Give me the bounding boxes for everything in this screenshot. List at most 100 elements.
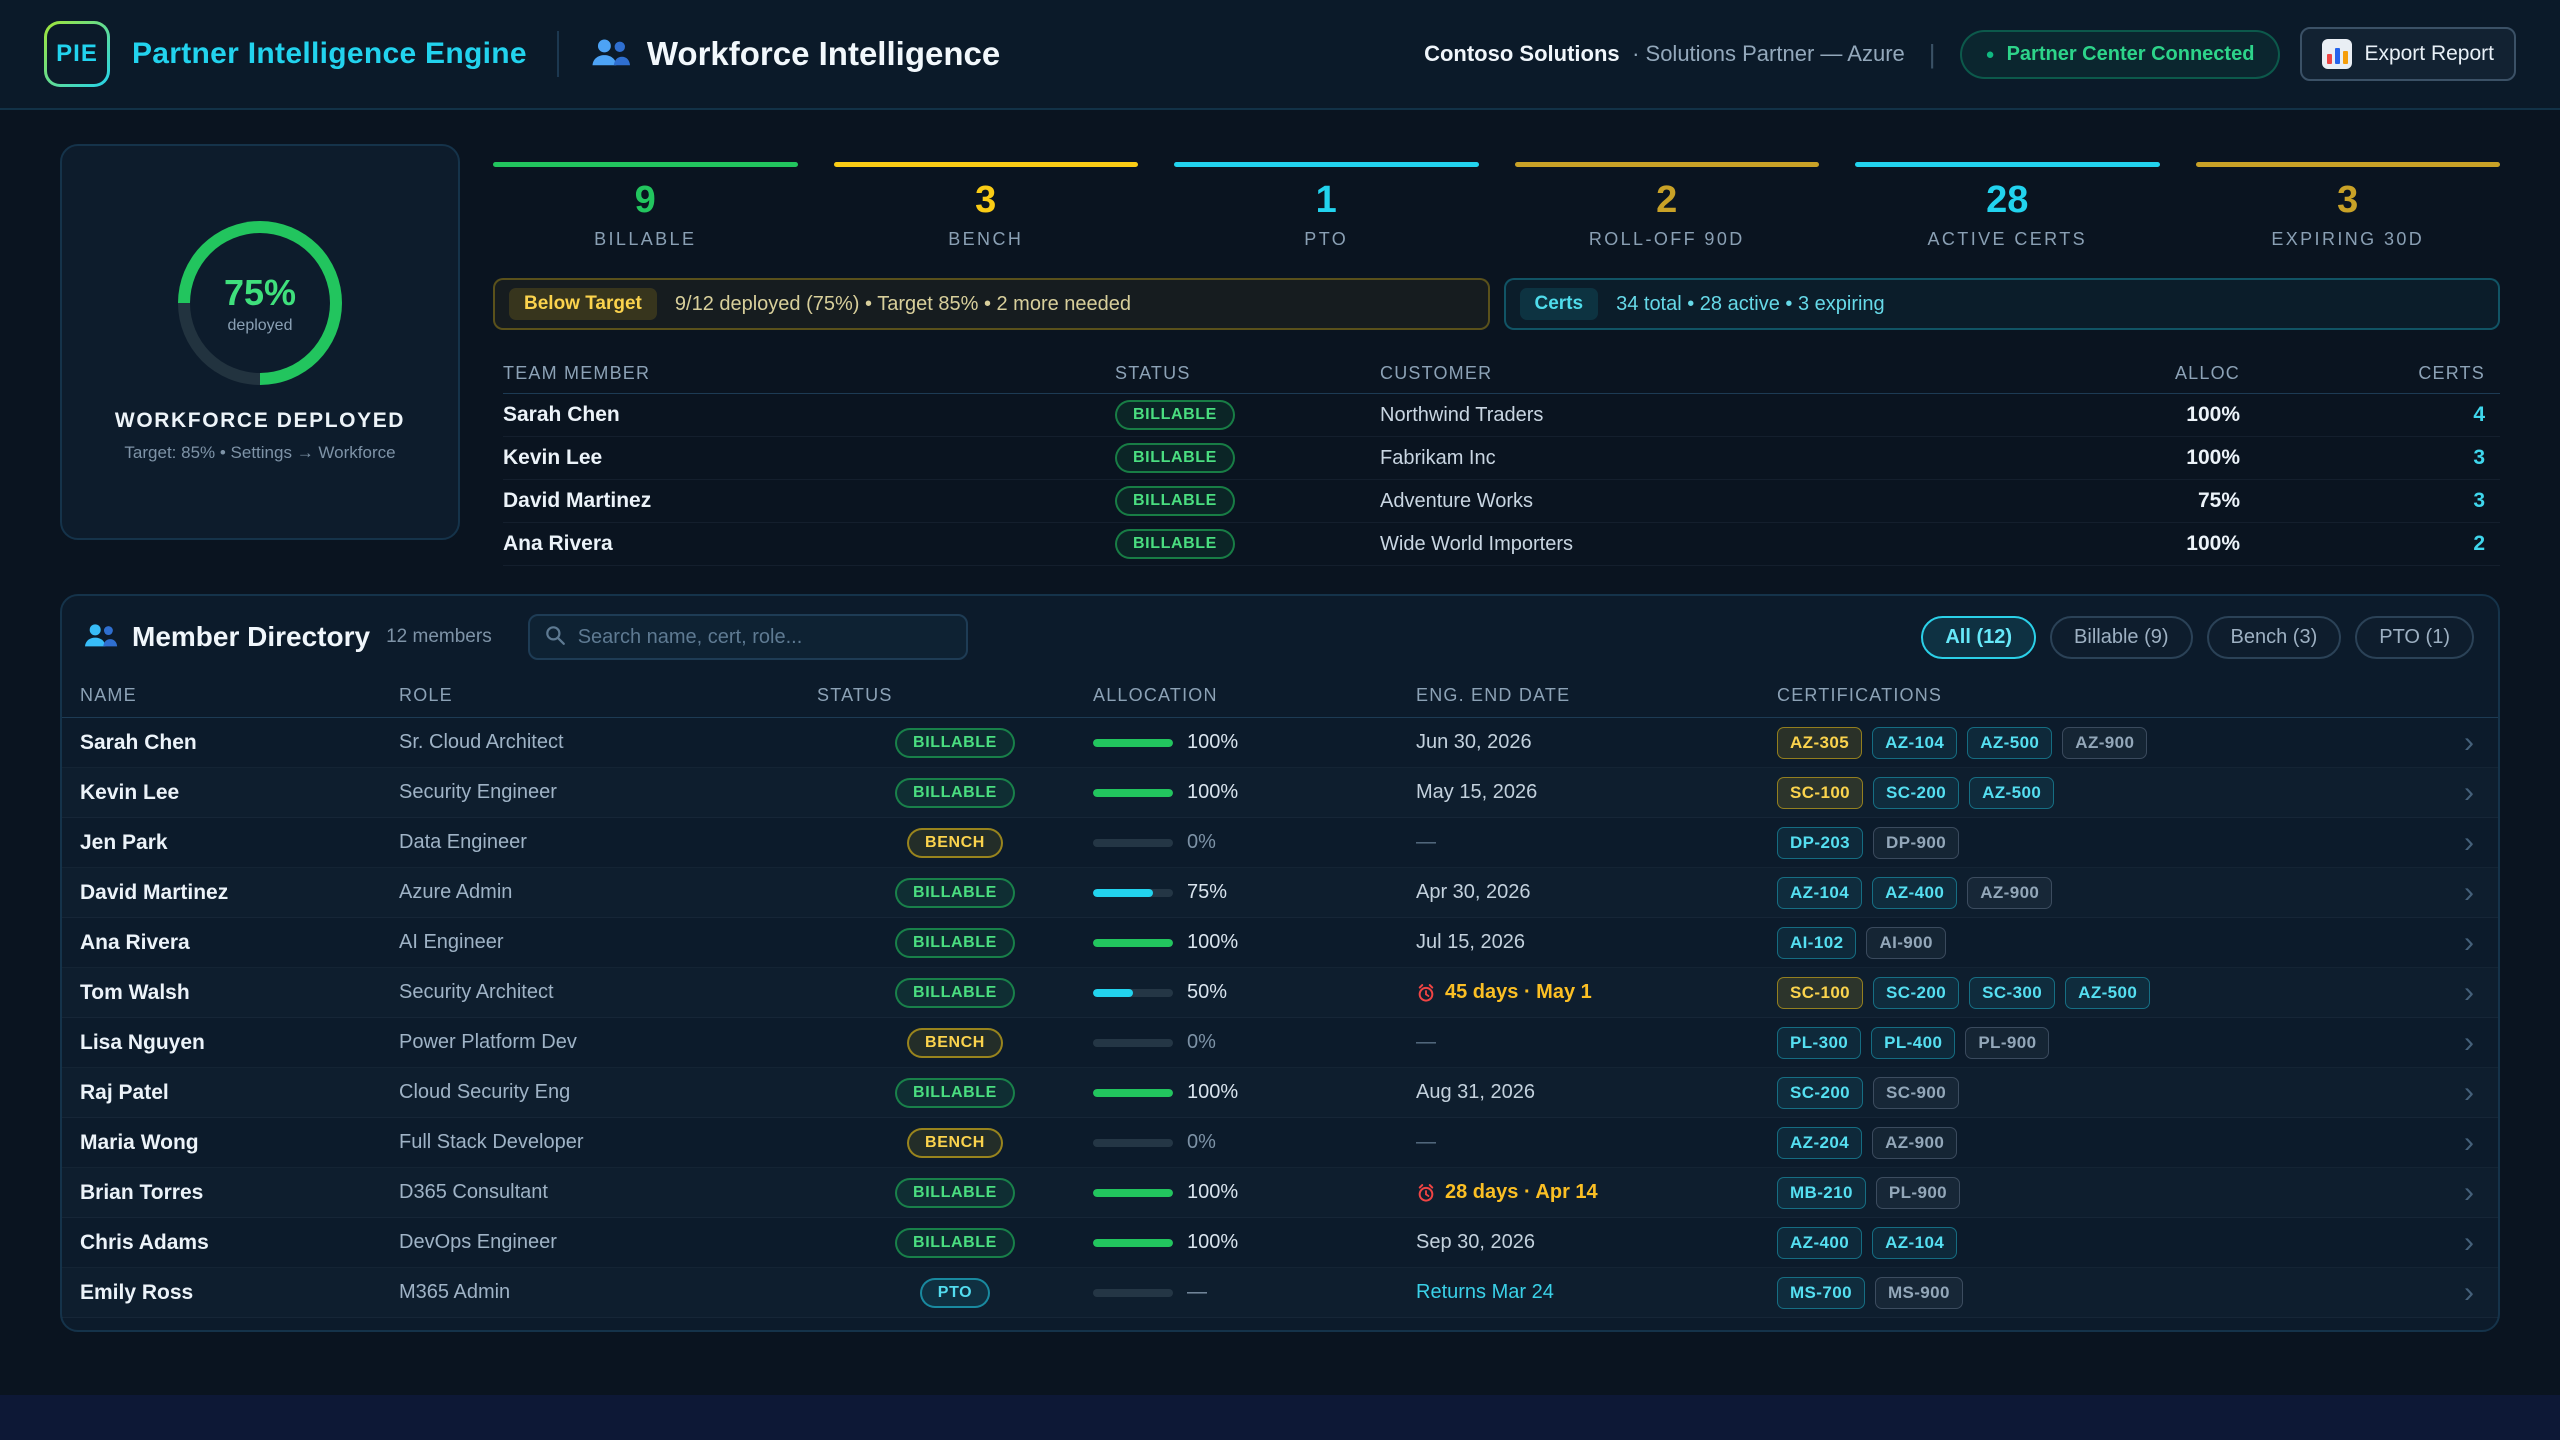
directory-row[interactable]: Ana Rivera AI Engineer BILLABLE 100% Jul 15,… <box>62 918 2498 968</box>
allocation-value: 100% <box>1187 781 1239 803</box>
allocation-fill <box>1093 888 1153 897</box>
member-name: Lisa Nguyen <box>80 1030 205 1054</box>
allocation-value: 50% <box>1187 981 1228 1003</box>
directory-row[interactable]: Lisa Nguyen Power Platform Dev BENCH 0% — PL-… <box>62 1018 2498 1068</box>
team-row[interactable]: Kevin Lee BILLABLE Fabrikam Inc 100% 3 <box>503 437 2500 480</box>
status-badge: BENCH <box>907 827 1003 858</box>
status-badge: PTO <box>919 1277 991 1308</box>
directory-row[interactable]: Jen Park Data Engineer BENCH 0% — DP-203 DP-90… <box>62 818 2498 868</box>
team-row[interactable]: Sarah Chen BILLABLE Northwind Traders 100% 4 <box>503 394 2500 437</box>
member-allocation-cell: 0% <box>1093 831 1416 854</box>
team-row[interactable]: Ana Rivera BILLABLE Wide World Importers 10… <box>503 523 2500 566</box>
directory-row[interactable]: Chris Adams DevOps Engineer BILLABLE 100% Se… <box>62 1218 2498 1268</box>
search-input[interactable] <box>575 624 952 650</box>
team-member-name: Kevin Lee <box>503 446 603 469</box>
deployed-caption: deployed <box>227 316 293 334</box>
certs-badge: Certs <box>1519 288 1599 320</box>
page-title: Workforce Intelligence <box>646 35 1001 72</box>
stat-accent-line <box>1855 162 2160 167</box>
chevron-right-icon[interactable]: › <box>2464 1275 2474 1309</box>
chevron-right-icon[interactable]: › <box>2464 1075 2474 1109</box>
cert-chip: DP-900 <box>1873 826 1960 859</box>
chevron-right-icon[interactable]: › <box>2464 725 2474 759</box>
member-allocation-cell: 100% <box>1093 1181 1416 1204</box>
filter-pill-pto[interactable]: PTO (1) <box>2355 615 2474 659</box>
team-member-name: David Martinez <box>503 489 652 512</box>
chevron-right-icon[interactable]: › <box>2464 875 2474 909</box>
team-table: TEAM MEMBER STATUS CUSTOMER ALLOC CERTS Sara… <box>493 354 2500 566</box>
member-name: Sarah Chen <box>80 730 197 754</box>
chevron-right-icon[interactable]: › <box>2464 1025 2474 1059</box>
member-role: Power Platform Dev <box>399 1031 577 1053</box>
chevron-right-icon[interactable]: › <box>2464 1125 2474 1159</box>
member-role: D365 Consultant <box>399 1181 548 1203</box>
member-allocation-cell: 50% <box>1093 981 1416 1004</box>
cert-chip: AZ-900 <box>2062 726 2148 759</box>
filter-pill-bench[interactable]: Bench (3) <box>2206 615 2342 659</box>
header-right-cluster: Contoso Solutions · Solutions Partner — … <box>1424 27 2516 81</box>
engagement-end-date: Jun 30, 2026 <box>1416 731 1777 754</box>
connection-status-text: Partner Center Connected <box>2006 42 2255 65</box>
allocation-value: 100% <box>1187 931 1239 953</box>
cert-chip: AZ-900 <box>1967 876 2053 909</box>
stats-row: 9 BILLABLE 3 BENCH 1 PTO 2 ROLL-OFF 90D 28 ACTIVE… <box>493 162 2500 250</box>
filter-pill-all[interactable]: All (12) <box>1921 615 2037 659</box>
stat-label: PTO <box>1304 229 1349 249</box>
directory-row[interactable]: Sarah Chen Sr. Cloud Architect BILLABLE 100… <box>62 718 2498 768</box>
team-row[interactable]: David Martinez BILLABLE Adventure Works 75%… <box>503 480 2500 523</box>
stat-label: ROLL-OFF 90D <box>1588 229 1745 249</box>
member-name: Maria Wong <box>80 1130 199 1154</box>
directory-row[interactable]: Kevin Lee Security Engineer BILLABLE 100% Ma… <box>62 768 2498 818</box>
certification-list: AZ-400 AZ-104 <box>1777 1226 2434 1259</box>
status-badge: BILLABLE <box>895 727 1015 758</box>
chevron-right-icon[interactable]: › <box>2464 975 2474 1009</box>
stat-value: 3 <box>975 179 997 221</box>
member-status-cell: BENCH <box>817 1027 1093 1058</box>
people-icon <box>589 37 631 72</box>
engagement-end-date: May 15, 2026 <box>1416 781 1777 804</box>
directory-title: Member Directory <box>132 621 371 652</box>
chevron-right-icon[interactable]: › <box>2464 775 2474 809</box>
stat-accent-line <box>1174 162 1479 167</box>
end-date-text: — <box>1416 831 1436 853</box>
alarm-icon <box>1416 1183 1436 1203</box>
cert-chip: AZ-104 <box>1872 726 1958 759</box>
allocation-fill <box>1093 1088 1173 1097</box>
directory-table-body: Sarah Chen Sr. Cloud Architect BILLABLE 100… <box>62 718 2498 1318</box>
filter-pill-billable[interactable]: Billable (9) <box>2050 615 2193 659</box>
chevron-right-icon[interactable]: › <box>2464 825 2474 859</box>
directory-row[interactable]: David Martinez Azure Admin BILLABLE 75% Apr … <box>62 868 2498 918</box>
certification-list: SC-200 SC-900 <box>1777 1076 2434 1109</box>
chevron-right-icon[interactable]: › <box>2464 1225 2474 1259</box>
directory-row[interactable]: Raj Patel Cloud Security Eng BILLABLE 100% A… <box>62 1068 2498 1118</box>
footer-strip <box>0 1395 2560 1440</box>
certification-list: SC-100 SC-200 SC-300 AZ-500 <box>1777 976 2434 1009</box>
certification-list: AZ-305 AZ-104 AZ-500 AZ-900 <box>1777 726 2434 759</box>
status-badge: BILLABLE <box>1115 443 1235 473</box>
cert-chip: SC-900 <box>1873 1076 1960 1109</box>
directory-row[interactable]: Maria Wong Full Stack Developer BENCH 0% — AZ… <box>62 1118 2498 1168</box>
connection-status-badge: ● Partner Center Connected <box>1959 29 2281 79</box>
member-name: Ana Rivera <box>80 930 190 954</box>
directory-header: Member Directory 12 members All (12) Bill… <box>62 596 2498 674</box>
status-badge: BENCH <box>907 1127 1003 1158</box>
export-report-button[interactable]: Export Report <box>2300 27 2516 81</box>
app-logo-text: PIE <box>47 24 107 84</box>
certification-list: MS-700 MS-900 <box>1777 1276 2434 1309</box>
cert-chip: SC-100 <box>1777 776 1864 809</box>
app-logo: PIE <box>44 21 110 87</box>
directory-row[interactable]: Tom Walsh Security Architect BILLABLE 50% 45… <box>62 968 2498 1018</box>
team-customer: Northwind Traders <box>1380 403 1544 426</box>
directory-row[interactable]: Emily Ross M365 Admin PTO — Returns Mar 24 MS… <box>62 1268 2498 1318</box>
chevron-right-icon[interactable]: › <box>2464 1175 2474 1209</box>
allocation-fill <box>1093 788 1173 797</box>
chevron-right-icon[interactable]: › <box>2464 925 2474 959</box>
cert-chip: AZ-204 <box>1777 1126 1863 1159</box>
directory-row[interactable]: Brian Torres D365 Consultant BILLABLE 100% 2… <box>62 1168 2498 1218</box>
directory-table-header: NAME ROLE STATUS ALLOCATION ENG. END DATE CER… <box>62 674 2498 718</box>
cert-chip: AZ-500 <box>1969 776 2055 809</box>
member-allocation-cell: 100% <box>1093 931 1416 954</box>
team-column-header: CUSTOMER <box>1380 363 1493 383</box>
allocation-fill <box>1093 1188 1173 1197</box>
directory-column-header: STATUS <box>817 685 893 705</box>
